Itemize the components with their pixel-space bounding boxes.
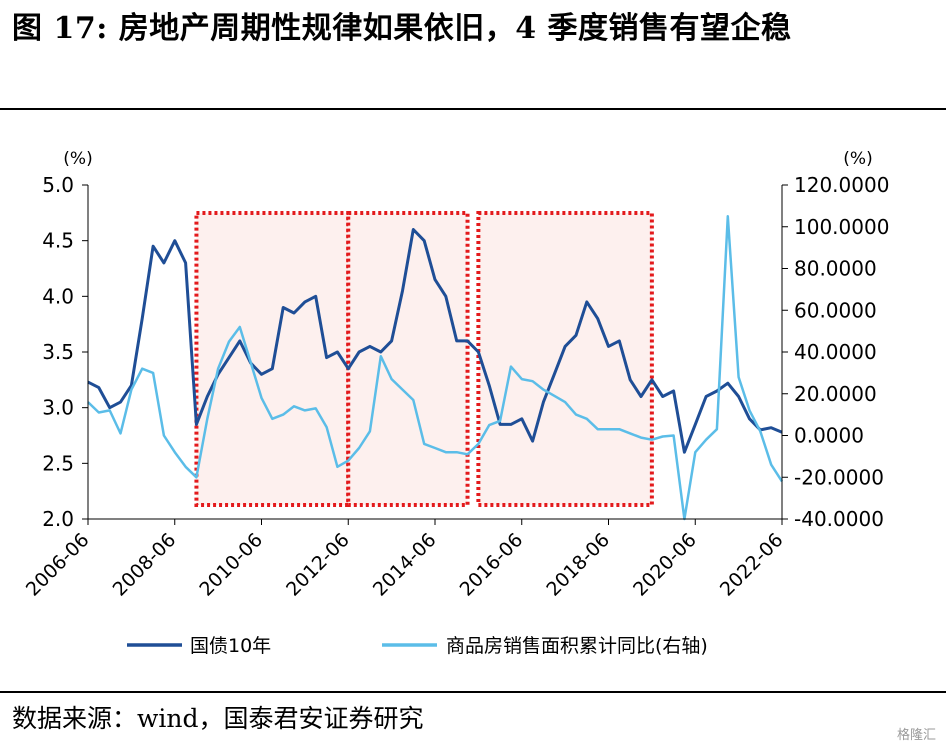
watermark: 格隆汇 bbox=[896, 728, 936, 743]
x-tick-label: 2020-06 bbox=[629, 529, 701, 601]
x-tick-label: 2018-06 bbox=[542, 529, 614, 601]
right-tick-label: -20.0000 bbox=[794, 465, 884, 489]
x-tick-label: 2014-06 bbox=[369, 529, 441, 601]
left-tick-label: 5.0 bbox=[42, 173, 74, 197]
x-tick-label: 2022-06 bbox=[716, 529, 788, 601]
legend: 国债10年 商品房销售面积累计同比(右轴) bbox=[127, 635, 708, 657]
right-tick-label: 20.0000 bbox=[794, 382, 877, 406]
title-rule bbox=[0, 108, 946, 110]
x-tick-label: 2016-06 bbox=[456, 529, 528, 601]
right-tick-label: -40.0000 bbox=[794, 507, 884, 531]
series-lines bbox=[87, 215, 784, 521]
highlight-periods bbox=[194, 211, 654, 507]
x-tick-label: 2008-06 bbox=[109, 529, 181, 601]
right-tick-label: 40.0000 bbox=[794, 340, 877, 364]
chart-title: 图 17: 房地产周期性规律如果依旧，4 季度销售有望企稳 bbox=[12, 11, 792, 46]
source-rule bbox=[0, 691, 946, 693]
left-tick-label: 2.0 bbox=[42, 507, 74, 531]
series-line-2 bbox=[87, 215, 784, 521]
x-tick-label: 2010-06 bbox=[195, 529, 267, 601]
left-tick-label: 4.5 bbox=[42, 229, 74, 253]
data-source: 数据来源：wind，国泰君安证券研究 bbox=[12, 704, 424, 733]
highlight-box-1 bbox=[194, 211, 351, 507]
legend-label-2: 商品房销售面积累计同比(右轴) bbox=[446, 635, 708, 657]
left-tick-label: 4.0 bbox=[42, 284, 74, 308]
legend-label-1: 国债10年 bbox=[190, 635, 271, 657]
left-tick-label: 3.5 bbox=[42, 340, 74, 364]
right-tick-label: 100.0000 bbox=[794, 215, 889, 239]
right-tick-label: 120.0000 bbox=[794, 173, 889, 197]
right-tick-label: 0.0000 bbox=[794, 424, 864, 448]
x-tick-label: 2012-06 bbox=[282, 529, 354, 601]
x-tick-label: 2006-06 bbox=[22, 529, 94, 601]
dual-axis-line-chart: 2.0 2.5 3.0 3.5 4.0 4.5 5.0 -40.0000 -20.0000 0.0… bbox=[22, 149, 890, 657]
right-tick-label: 80.0000 bbox=[794, 257, 877, 281]
right-tick-label: 60.0000 bbox=[794, 298, 877, 322]
left-tick-label: 2.5 bbox=[42, 451, 74, 475]
left-axis-unit: (%) bbox=[63, 149, 92, 169]
left-tick-label: 3.0 bbox=[42, 396, 74, 420]
right-axis-unit: (%) bbox=[843, 149, 872, 169]
series-line-1 bbox=[87, 228, 783, 454]
